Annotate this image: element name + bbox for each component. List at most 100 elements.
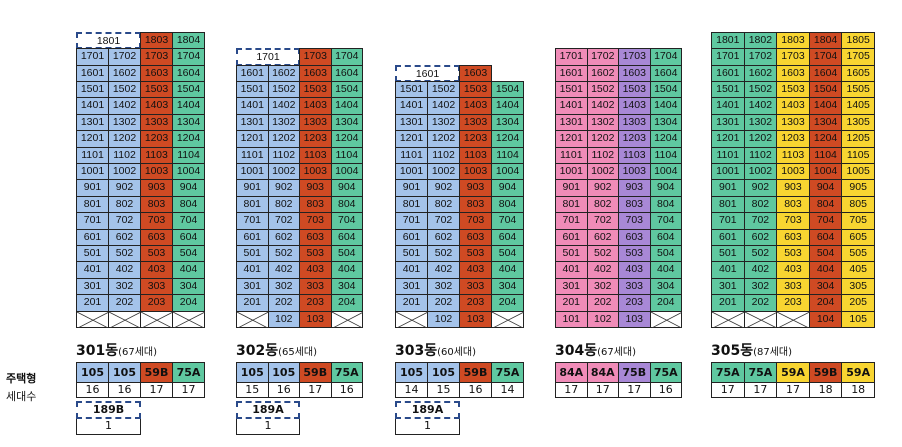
unit-cell: 702 — [427, 212, 460, 230]
unit-count-cell: 16 — [267, 382, 300, 398]
unit-cell: 1304 — [330, 113, 363, 132]
building-name: 305동 — [711, 343, 754, 359]
unit-cell: 1803 — [140, 31, 173, 50]
unit-cell: 404 — [649, 261, 682, 279]
unit-count-cell: 17 — [555, 382, 588, 398]
unit-cell: 203 — [299, 294, 332, 312]
unit-cell: 804 — [649, 195, 682, 214]
unit-cell: 1201 — [76, 130, 109, 148]
unit-cell: 303 — [299, 277, 332, 296]
unit-type-cell: 105 — [427, 362, 460, 383]
unit-type-cell: 75A — [172, 362, 205, 383]
penthouse-type-box: 189B 1 — [76, 401, 141, 435]
unit-type-cell: 84A — [555, 362, 588, 383]
unit-cell: 1703 — [299, 48, 332, 66]
unit-cell: 1201 — [395, 130, 428, 148]
building-title: 301동(67세대) — [76, 340, 157, 360]
unit-cell: 1503 — [299, 81, 332, 99]
unit-cell: 804 — [172, 195, 205, 214]
empty-unit-cell — [743, 310, 778, 328]
unit-cell: 201 — [395, 294, 428, 312]
unit-cell: 803 — [140, 195, 173, 214]
unit-cell: 402 — [743, 261, 778, 279]
unit-count-cell: 18 — [808, 382, 843, 398]
unit-cell: 201 — [555, 294, 588, 312]
unit-cell: 401 — [395, 261, 428, 279]
unit-cell: 903 — [140, 179, 173, 197]
unit-cell: 1105 — [841, 146, 875, 164]
unit-cell: 1304 — [491, 113, 524, 132]
unit-cell: 901 — [711, 179, 745, 197]
unit-cell: 601 — [555, 228, 588, 246]
unit-cell: 802 — [267, 195, 300, 214]
unit-cell: 1604 — [172, 64, 205, 82]
unit-count-cell: 17 — [711, 382, 745, 398]
unit-cell: 301 — [236, 277, 269, 296]
unit-cell: 1203 — [459, 130, 492, 148]
unit-cell: 701 — [555, 212, 588, 230]
unit-cell: 302 — [267, 277, 300, 296]
unit-cell: 1205 — [841, 130, 875, 148]
unit-count-cell: 17 — [172, 382, 205, 398]
penthouse-type-count: 1 — [76, 419, 141, 435]
unit-cell: 303 — [776, 277, 810, 296]
penthouse-type-label: 189A — [236, 401, 300, 419]
unit-cell: 1601 — [236, 64, 269, 82]
unit-cell: 1303 — [776, 113, 810, 132]
unit-cell: 1403 — [776, 97, 810, 115]
unit-cell: 1403 — [459, 97, 492, 115]
unit-cell: 1501 — [76, 81, 109, 99]
unit-cell: 402 — [427, 261, 460, 279]
unit-cell: 1101 — [555, 146, 588, 164]
unit-cell: 1602 — [586, 64, 619, 82]
unit-cell: 1201 — [711, 130, 745, 148]
unit-cell: 1402 — [267, 97, 300, 115]
cross-icon — [173, 311, 205, 328]
unit-cell: 801 — [395, 195, 428, 214]
building-name: 304동 — [555, 343, 598, 359]
unit-cell: 804 — [808, 195, 843, 214]
unit-type-cell: 75A — [491, 362, 524, 383]
unit-cell: 503 — [140, 245, 173, 263]
unit-cell: 1604 — [649, 64, 682, 82]
unit-cell: 502 — [743, 245, 778, 263]
unit-type-cell: 59A — [776, 362, 810, 383]
unit-cell: 902 — [586, 179, 619, 197]
unit-cell: 1304 — [649, 113, 682, 132]
building-title: 303동(60세대) — [395, 340, 476, 360]
unit-cell: 1004 — [172, 163, 205, 181]
unit-cell: 703 — [299, 212, 332, 230]
unit-count-cell: 16 — [330, 382, 363, 398]
unit-cell: 1404 — [330, 97, 363, 115]
unit-cell: 1604 — [808, 64, 843, 82]
cross-icon — [141, 311, 173, 328]
unit-type-cell: 105 — [108, 362, 141, 383]
unit-cell: 501 — [555, 245, 588, 263]
unit-cell: 1301 — [395, 113, 428, 132]
unit-cell: 1301 — [555, 113, 588, 132]
unit-cell: 701 — [76, 212, 109, 230]
unit-cell: 504 — [808, 245, 843, 263]
unit-cell: 103 — [459, 310, 492, 328]
unit-cell: 603 — [459, 228, 492, 246]
unit-cell: 202 — [267, 294, 300, 312]
unit-cell: 402 — [586, 261, 619, 279]
unit-cell: 1401 — [555, 97, 588, 115]
unit-cell: 1001 — [711, 163, 745, 181]
unit-cell: 203 — [776, 294, 810, 312]
unit-cell: 1204 — [172, 130, 205, 148]
unit-cell: 301 — [555, 277, 588, 296]
unit-cell: 602 — [267, 228, 300, 246]
unit-cell: 901 — [555, 179, 588, 197]
unit-cell: 1104 — [808, 146, 843, 164]
unit-cell: 1403 — [618, 97, 651, 115]
unit-cell: 1502 — [743, 81, 778, 99]
unit-cell: 1402 — [743, 97, 778, 115]
unit-cell: 1003 — [299, 163, 332, 181]
unit-cell: 705 — [841, 212, 875, 230]
unit-cell: 1405 — [841, 97, 875, 115]
unit-cell: 703 — [140, 212, 173, 230]
unit-cell: 904 — [172, 179, 205, 197]
unit-cell: 603 — [140, 228, 173, 246]
unit-cell: 202 — [108, 294, 141, 312]
